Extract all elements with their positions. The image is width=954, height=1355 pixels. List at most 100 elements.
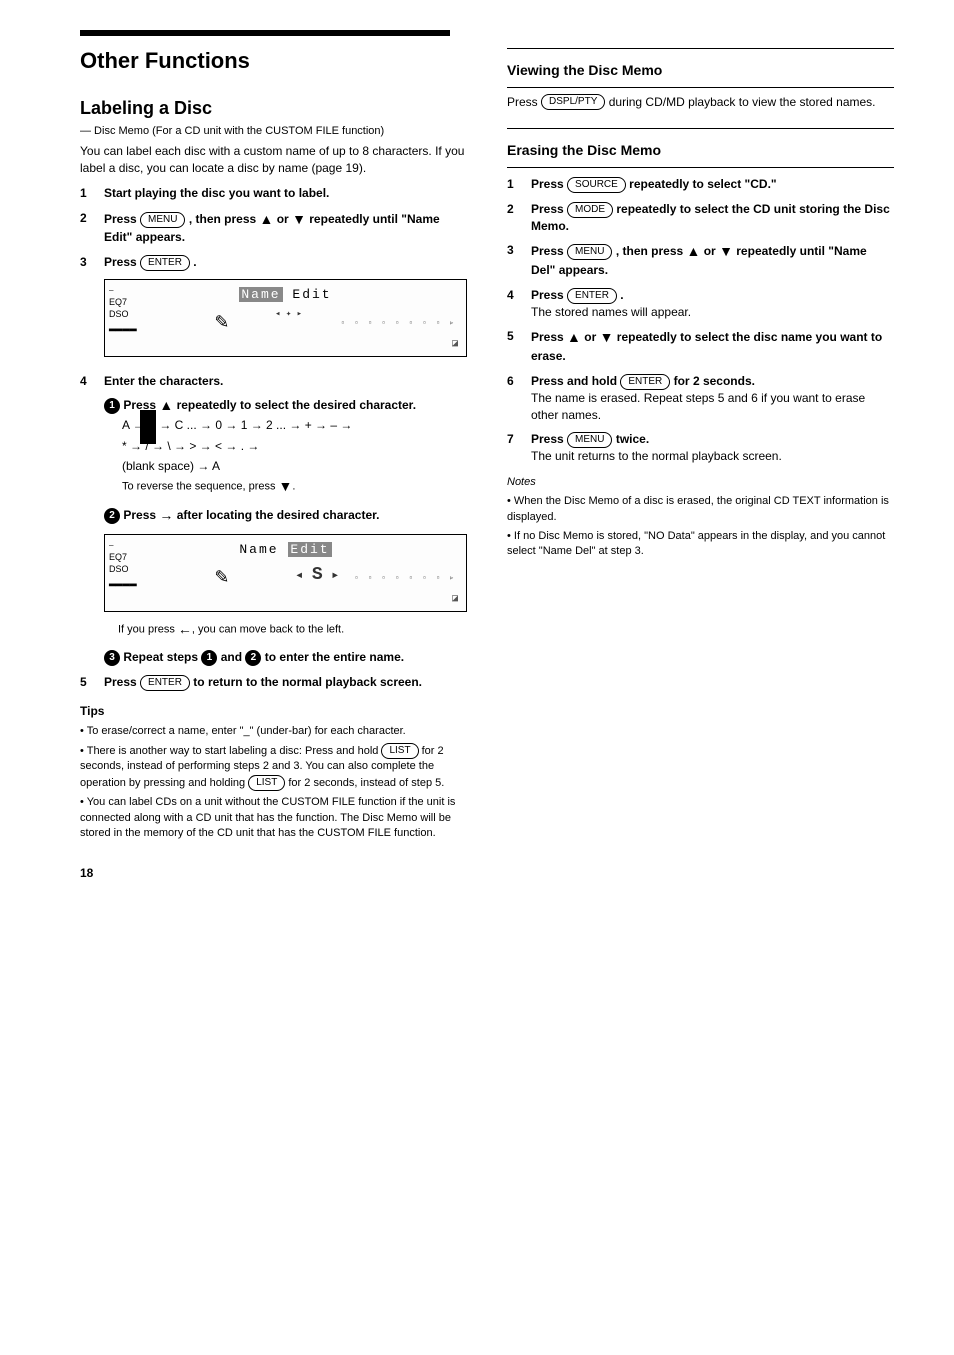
pencil-icon: ✎: [215, 563, 228, 594]
divider: [507, 87, 894, 88]
step-4-text: Enter the characters.: [104, 374, 223, 388]
label-disc-intro: You can label each disc with a custom na…: [80, 143, 467, 177]
step-1-num: 1: [80, 185, 94, 202]
erase-step-6: 6 Press and hold ENTER for 2 seconds. Th…: [507, 373, 894, 423]
step-3-num: 3: [80, 254, 94, 365]
erase-step-5: 5 Press ▲ or ▼ repeatedly to select the …: [507, 328, 894, 364]
right-arrow-icon: →: [159, 507, 173, 523]
label-disc-subhead: — Disc Memo (For a CD unit with the CUST…: [80, 124, 467, 139]
substep-1-icon: 1: [104, 398, 120, 414]
erase-step-3: 3 Press MENU , then press ▲ or ▼ repeate…: [507, 242, 894, 278]
tip-3: • You can label CDs on a unit without th…: [80, 795, 467, 841]
divider: [507, 128, 894, 129]
erase-memo-heading: Erasing the Disc Memo: [507, 141, 894, 161]
view-memo-body: Press DSPL/PTY during CD/MD playback to …: [507, 94, 894, 111]
divider: [507, 48, 894, 49]
heading-line2: Functions: [145, 48, 250, 73]
list-button[interactable]: LIST: [248, 775, 285, 791]
lcd2-dso: DSO: [109, 563, 137, 575]
note-2: • If no Disc Memo is stored, "NO Data" a…: [507, 529, 894, 560]
erase-step-2: 2 Press MODE repeatedly to select the CD…: [507, 201, 894, 235]
sub3-b: and: [221, 650, 246, 664]
erase-step-4-after: The stored names will appear.: [531, 304, 894, 321]
lcd-title-name: Name: [239, 287, 282, 302]
step-2-c: or: [277, 212, 292, 226]
down-arrow-icon: ▼: [279, 478, 293, 494]
source-button[interactable]: SOURCE: [567, 177, 626, 193]
erase-step-6-after: The name is erased. Repeat steps 5 and 6…: [531, 390, 894, 424]
step-4-num: 4: [80, 373, 94, 666]
step-3: 3 Press ENTER . ⎯ EQ7 DSO ▂▂▂▂ Name Edit: [80, 254, 467, 365]
mode-button[interactable]: MODE: [567, 202, 613, 218]
lcd-cursor-icon: ◂ ✦ ▸: [275, 308, 302, 321]
sub2-note: If you press ←, you can move back to the…: [118, 620, 467, 640]
char-seq-1: A → B → C ... → 0 → 1 → 2 ... → + → – →: [122, 415, 467, 435]
left-arrow-icon: ←: [178, 621, 192, 637]
list-button[interactable]: LIST: [381, 743, 418, 759]
sub2-a: Press: [123, 508, 159, 522]
up-arrow-icon: ▲: [260, 211, 274, 227]
lcd-title-edit: Edit: [292, 287, 331, 302]
sub3-c: to enter the entire name.: [265, 650, 404, 664]
lcd-dots: ▫ ▫ ▫ ▫ ▫ ▫ ▫ ▫ ▹: [340, 318, 456, 329]
dspl-pty-button[interactable]: DSPL/PTY: [541, 94, 605, 110]
tip-1: • To erase/correct a name, enter "_" (un…: [80, 724, 467, 739]
lcd-corner-icon: ◪: [452, 338, 458, 352]
step-1-text: Start playing the disc you want to label…: [104, 186, 329, 200]
left-column: Other Functions Labeling a Disc — Disc M…: [80, 42, 467, 882]
char-seq-3: (blank space) → A: [122, 456, 467, 476]
step-2-b: , then press: [189, 212, 260, 226]
tips-heading: Tips: [80, 703, 467, 720]
lcd-display-1: ⎯ EQ7 DSO ▂▂▂▂ Name Edit ✎ ◂ ✦ ▸ ▫ ▫ ▫ ▫…: [104, 279, 467, 357]
enter-button[interactable]: ENTER: [620, 374, 670, 390]
side-tab: [140, 410, 156, 444]
enter-button[interactable]: ENTER: [140, 255, 190, 271]
enter-button[interactable]: ENTER: [140, 675, 190, 691]
enter-button[interactable]: ENTER: [567, 288, 617, 304]
step-2-a: Press: [104, 212, 140, 226]
lcd2-title-name: Name: [239, 542, 278, 557]
step-2: 2 Press MENU , then press ▲ or ▼ repeate…: [80, 210, 467, 246]
substep-3-icon: 3: [104, 650, 120, 666]
step-4: 4 Enter the characters. 1 Press ▲ repeat…: [80, 373, 467, 666]
down-arrow-icon: ▼: [719, 243, 733, 259]
step-1: 1 Start playing the disc you want to lab…: [80, 185, 467, 202]
down-arrow-icon: ▼: [292, 211, 306, 227]
step-2-num: 2: [80, 210, 94, 246]
step-3-a: Press: [104, 255, 140, 269]
substep-2-icon: 2: [104, 508, 120, 524]
menu-button[interactable]: MENU: [567, 432, 612, 448]
lcd-dso: DSO: [109, 308, 137, 320]
divider: [507, 167, 894, 168]
page-number: 18: [80, 865, 467, 882]
erase-step-4: 4 Press ENTER . The stored names will ap…: [507, 287, 894, 321]
tip-2: • There is another way to start labeling…: [80, 743, 467, 791]
up-arrow-icon: ▲: [687, 243, 701, 259]
menu-button[interactable]: MENU: [140, 212, 185, 228]
lcd-eq7: EQ7: [109, 296, 137, 308]
header-bar: [80, 30, 450, 36]
sub3-a: Repeat steps: [123, 650, 201, 664]
erase-step-7: 7 Press MENU twice. The unit returns to …: [507, 431, 894, 465]
sub2-b: after locating the desired character.: [177, 508, 380, 522]
step-3-after: .: [193, 255, 196, 269]
menu-button[interactable]: MENU: [567, 244, 612, 260]
lcd2-corner-icon: ◪: [452, 593, 458, 607]
lcd2-title-edit: Edit: [288, 542, 331, 557]
label-disc-heading: Labeling a Disc: [80, 98, 467, 120]
lcd-char-s: ◂ S ▸: [295, 563, 340, 588]
step-5-a: Press: [104, 675, 140, 689]
step-5-num: 5: [80, 674, 94, 691]
ref-substep-1-icon: 1: [201, 650, 217, 666]
notes-heading: Notes: [507, 475, 894, 490]
note-1: • When the Disc Memo of a disc is erased…: [507, 494, 894, 525]
lcd2-dots: ▫ ▫ ▫ ▫ ▫ ▫ ▫ ▹: [354, 573, 456, 584]
up-arrow-icon: ▲: [159, 397, 173, 413]
view-memo-heading: Viewing the Disc Memo: [507, 61, 894, 81]
ref-substep-2-icon: 2: [245, 650, 261, 666]
main-heading: Other Functions: [80, 48, 467, 74]
erase-step-7-after: The unit returns to the normal playback …: [531, 448, 894, 465]
lcd-display-2: ⎯ EQ7 DSO ▂▂▂▂ Name Edit ✎ ◂ S ▸ ▫ ▫ ▫ ▫…: [104, 534, 467, 612]
down-arrow-icon: ▼: [600, 329, 614, 345]
right-column: Viewing the Disc Memo Press DSPL/PTY dur…: [507, 42, 894, 882]
